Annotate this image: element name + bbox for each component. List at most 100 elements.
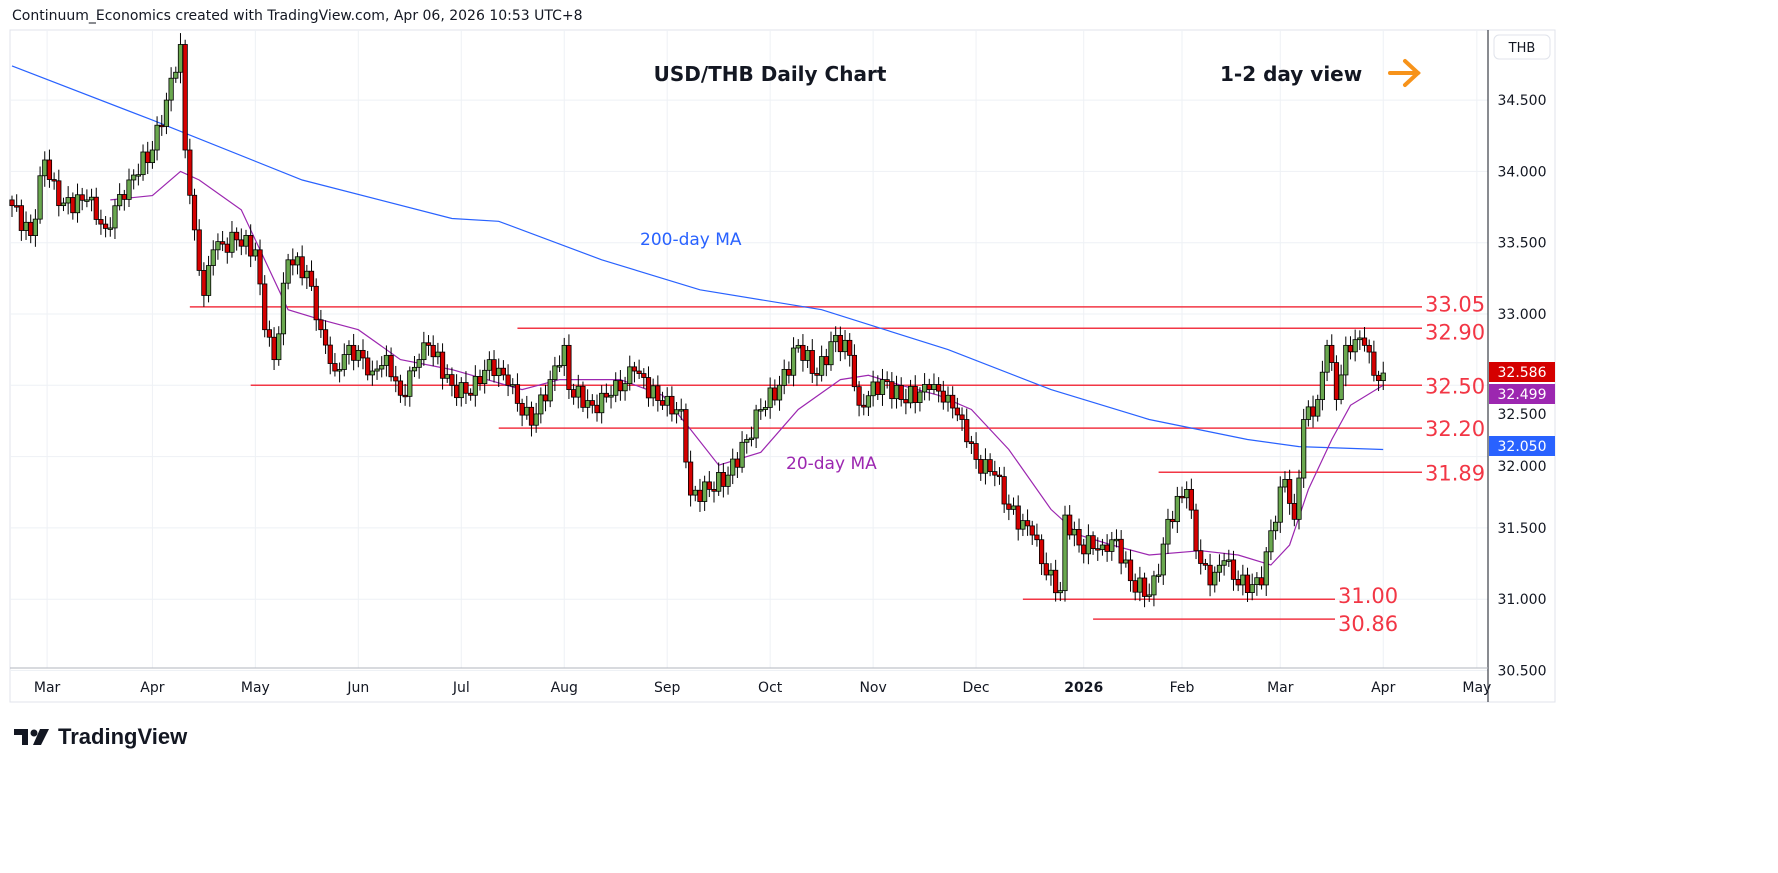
candle-down [964,419,970,443]
candle-down [1034,534,1040,541]
candle-up [173,71,179,79]
time-tick-label: Sep [654,680,681,696]
candle-up [1324,344,1330,373]
candle-down [617,380,624,392]
candle-up [411,366,418,372]
candle-down [542,394,549,402]
candle-down [360,349,366,359]
candle-up [730,458,736,476]
candle-up [42,159,48,177]
candle-down [1081,544,1087,555]
candle-down [1258,577,1265,586]
candle-down [636,370,642,374]
candle-up [107,227,113,230]
candle-down [18,205,24,231]
candle-down [978,459,984,474]
candle-down [641,373,647,378]
candle-down [566,344,572,390]
candle-down [580,385,586,408]
candle-up [1254,577,1260,586]
candle-down [393,376,399,382]
candle-down [500,367,507,376]
candle-up [828,341,834,366]
candle-down [1006,503,1012,510]
candle-down [861,404,867,408]
candle-up [524,406,530,416]
candle-down [875,381,881,395]
candle-down [1067,514,1073,536]
time-tick-label: Dec [963,680,990,696]
candle-down [238,239,244,247]
candle-up [1296,477,1302,520]
candle-down [1329,344,1335,363]
candle-up [117,194,123,207]
candle-up [177,44,184,73]
price-tick-label: 32.500 [1498,407,1547,423]
candle-up [1380,372,1386,382]
candle-down [248,235,254,257]
candle-down [182,44,188,151]
price-tags: 32.050 32.586 32.499 [1489,362,1555,456]
candle-down [1141,577,1148,597]
candle-up [407,370,413,397]
candle-up [702,481,708,502]
ma20-label: 20-day MA [786,454,877,474]
candle-down [491,359,497,377]
candle-up [1352,339,1358,353]
candle-up [1249,584,1255,593]
candle-down [898,385,904,400]
candle-up [552,365,558,380]
candle-up [805,350,811,361]
candle-up [421,342,427,361]
time-tick-label: May [1462,680,1491,696]
candle-up [533,413,539,426]
candle-up [716,472,722,492]
candle-down [1287,479,1293,504]
candle-up [865,395,872,408]
candle-down [1310,406,1316,417]
candle-up [126,179,132,200]
candle-down [645,377,652,399]
candle-down [594,404,600,414]
candle-up [304,270,310,279]
candle-up [23,221,29,231]
currency-badge[interactable] [1493,34,1551,60]
candle-up [575,385,581,398]
candle-down [46,159,53,180]
candle-up [458,382,464,399]
currency-label: THB [1508,41,1536,56]
candle-up [931,384,937,390]
candle-up [435,351,441,358]
arrow-right-icon [1388,59,1421,87]
time-tick-label: Feb [1170,680,1195,696]
candle-down [1001,476,1007,505]
grid [10,30,1488,671]
time-axis[interactable]: Mar Apr May Jun Jul Aug Sep Oct Nov Dec 2026 Feb Mar… [34,680,1491,696]
candle-up [131,174,137,181]
tradingview-logo[interactable]: TradingView [14,724,187,750]
candle-up [60,202,67,207]
tradingview-logo-icon [14,729,49,745]
candle-down [809,350,815,374]
candle-down [187,149,193,196]
level-label: 33.05 [1425,293,1485,317]
candle-up [1301,419,1307,479]
candle-up [140,151,146,176]
candle-up [1109,539,1115,552]
candle-up [510,384,516,387]
candle-up [767,387,773,408]
candle-up [922,384,928,393]
candle-down [79,194,85,201]
candle-up [1165,518,1171,545]
candle-up [725,474,731,487]
candle-up [482,369,488,385]
candle-down [271,336,277,361]
candle-down [262,283,268,331]
candle-down [318,319,324,331]
candle-down [505,374,511,386]
price-axis[interactable]: 34.500 34.000 33.500 33.000 32.500 32.000 31.5… [1498,93,1547,679]
candle-up [135,174,141,177]
candle-up [341,354,347,370]
candle-down [823,356,829,366]
